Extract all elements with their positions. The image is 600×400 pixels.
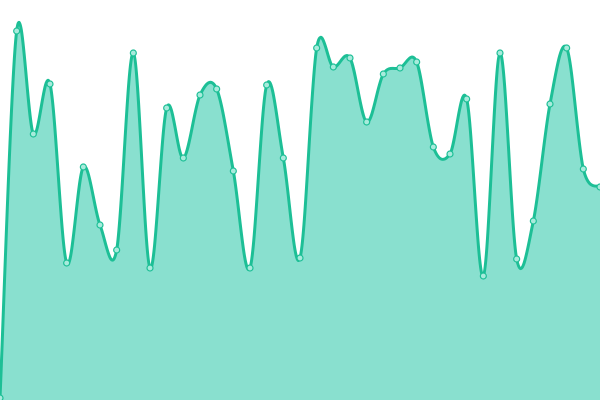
data-point-13 <box>213 85 221 93</box>
data-point-9 <box>146 264 154 272</box>
data-point-2 <box>29 130 37 138</box>
data-points <box>0 27 600 400</box>
data-point-20 <box>329 63 337 71</box>
data-point-36 <box>596 183 600 191</box>
data-point-21 <box>346 54 354 62</box>
data-point-17 <box>279 154 287 162</box>
data-point-12 <box>196 91 204 99</box>
data-point-33 <box>546 100 554 108</box>
data-point-26 <box>429 143 437 151</box>
data-point-25 <box>413 58 421 66</box>
data-point-23 <box>379 70 387 78</box>
data-point-24 <box>396 64 404 72</box>
data-point-4 <box>63 259 71 267</box>
data-point-7 <box>113 246 121 254</box>
data-point-16 <box>263 81 271 89</box>
data-point-10 <box>163 104 171 112</box>
area-fill <box>0 22 600 400</box>
data-point-14 <box>229 167 237 175</box>
data-point-1 <box>13 27 21 35</box>
data-point-6 <box>96 221 104 229</box>
data-point-19 <box>313 44 321 52</box>
data-point-35 <box>579 165 587 173</box>
data-point-34 <box>563 44 571 52</box>
data-point-0 <box>0 394 4 400</box>
data-point-3 <box>46 80 54 88</box>
data-point-8 <box>129 49 137 57</box>
data-point-30 <box>496 49 504 57</box>
data-point-31 <box>513 255 521 263</box>
data-point-29 <box>479 272 487 280</box>
data-point-28 <box>463 95 471 103</box>
data-point-15 <box>246 264 254 272</box>
data-point-27 <box>446 150 454 158</box>
data-point-32 <box>529 217 537 225</box>
data-point-22 <box>363 118 371 126</box>
data-point-11 <box>179 154 187 162</box>
data-point-5 <box>79 163 87 171</box>
data-point-18 <box>296 254 304 262</box>
